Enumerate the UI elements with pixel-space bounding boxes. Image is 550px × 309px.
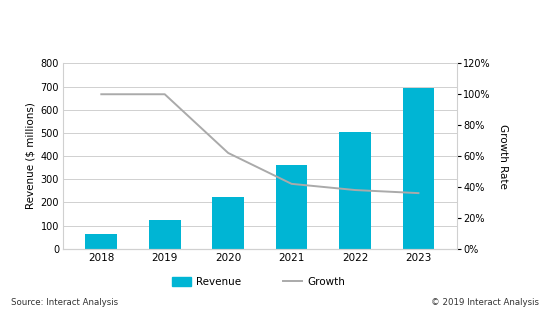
Bar (403, 88, 434, 249)
Legend: Revenue, Growth: Revenue, Growth (168, 273, 349, 291)
Bar (276, 165, 307, 249)
Y-axis label: Growth Rate: Growth Rate (498, 124, 508, 188)
Text: Figure 2 - Global ADAS/Autonomy Simulation Software and Hardware: Figure 2 - Global ADAS/Autonomy Simulati… (7, 15, 430, 24)
Bar (339, 132, 371, 249)
Text: Source: Interact Analysis: Source: Interact Analysis (11, 298, 118, 307)
Y-axis label: Revenue ($ millions): Revenue ($ millions) (25, 103, 35, 210)
Bar (149, 220, 180, 249)
Bar (212, 197, 244, 249)
Text: © 2019 Interact Analysis: © 2019 Interact Analysis (431, 298, 539, 307)
Bar (85, 234, 117, 249)
